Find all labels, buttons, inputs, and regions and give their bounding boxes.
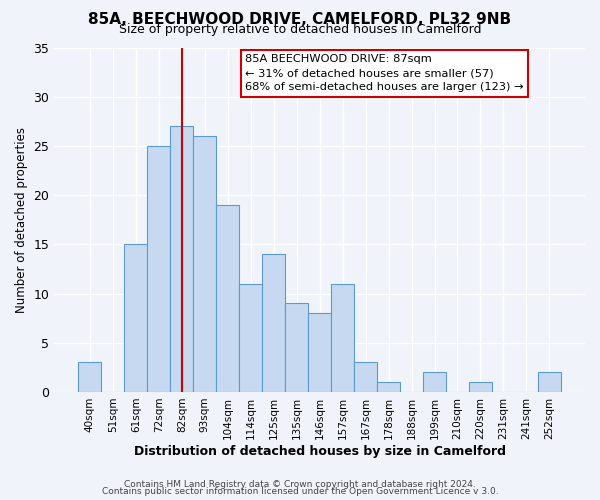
Bar [538,372,561,392]
Bar [239,284,262,392]
X-axis label: Distribution of detached houses by size in Camelford: Distribution of detached houses by size … [134,444,506,458]
Bar [193,136,216,392]
Bar [423,372,446,392]
Text: Size of property relative to detached houses in Camelford: Size of property relative to detached ho… [119,22,481,36]
Bar [377,382,400,392]
Text: 85A, BEECHWOOD DRIVE, CAMELFORD, PL32 9NB: 85A, BEECHWOOD DRIVE, CAMELFORD, PL32 9N… [88,12,512,28]
Text: Contains public sector information licensed under the Open Government Licence v : Contains public sector information licen… [101,487,499,496]
Bar [285,304,308,392]
Bar [331,284,354,392]
Bar [308,313,331,392]
Bar [469,382,492,392]
Bar [262,254,285,392]
Y-axis label: Number of detached properties: Number of detached properties [15,126,28,312]
Bar [354,362,377,392]
Bar [148,146,170,392]
Bar [170,126,193,392]
Bar [216,205,239,392]
Bar [124,244,148,392]
Text: 85A BEECHWOOD DRIVE: 87sqm
← 31% of detached houses are smaller (57)
68% of semi: 85A BEECHWOOD DRIVE: 87sqm ← 31% of deta… [245,54,524,92]
Text: Contains HM Land Registry data © Crown copyright and database right 2024.: Contains HM Land Registry data © Crown c… [124,480,476,489]
Bar [79,362,101,392]
